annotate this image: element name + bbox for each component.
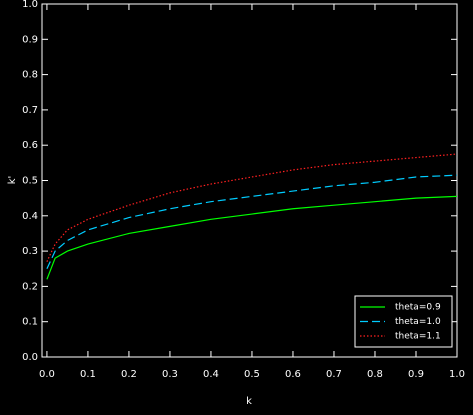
x-tick-label: 0.4 [203,369,219,380]
legend-label: theta=1.0 [395,317,441,327]
y-tick-label: 0.9 [22,34,38,45]
x-axis-label: k [246,396,252,407]
x-tick-label: 0.2 [121,369,137,380]
x-tick-label: 0.8 [367,369,383,380]
x-tick-label: 0.6 [285,369,301,380]
y-tick-label: 0.4 [22,211,38,222]
y-tick-label: 0.7 [22,105,38,116]
legend-label: theta=1.1 [395,332,441,342]
legend-box [354,295,453,348]
y-tick-label: 0.3 [22,246,38,257]
x-tick-label: 0.7 [326,369,342,380]
x-tick-label: 1.0 [449,369,465,380]
y-tick-label: 0.0 [22,352,38,363]
series-line [46,153,458,262]
series-line [46,195,458,280]
x-tick-label: 0.3 [162,369,178,380]
x-tick-label: 0.5 [244,369,260,380]
x-tick-label: 0.9 [408,369,424,380]
y-tick-label: 0.6 [22,140,38,151]
y-tick-label: 0.1 [22,317,38,328]
y-tick-label: 0.2 [22,281,38,292]
y-tick-label: 0.8 [22,70,38,81]
series-line [46,174,458,270]
y-axis-label: k' [7,176,18,185]
x-tick-label: 0.0 [39,369,55,380]
x-tick-label: 0.1 [80,369,96,380]
legend-label: theta=0.9 [395,303,441,313]
y-tick-label: 1.0 [22,0,38,10]
y-tick-label: 0.5 [22,176,38,187]
